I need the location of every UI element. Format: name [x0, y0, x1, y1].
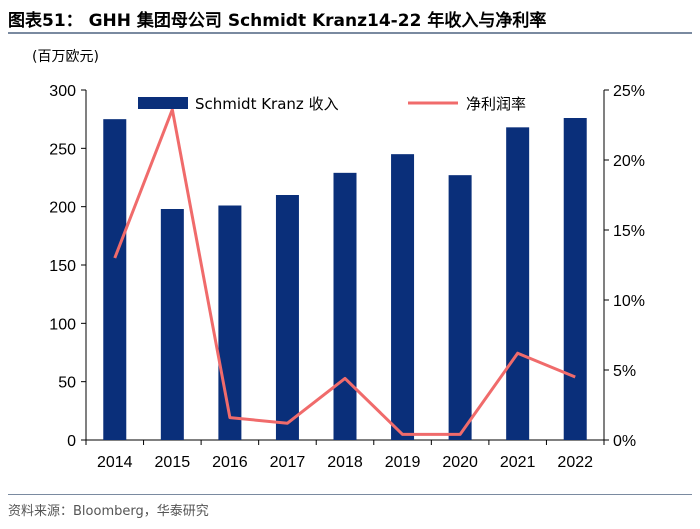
bar-revenue — [391, 154, 415, 440]
left-tick-label: 0 — [67, 433, 76, 450]
right-tick-label: 5% — [613, 363, 636, 380]
left-tick-label: 200 — [49, 200, 76, 217]
chart-title: 图表51： GHH 集团母公司 Schmidt Kranz14-22 年收入与净… — [8, 11, 547, 31]
x-tick-label: 2021 — [500, 454, 536, 471]
bar-revenue — [506, 127, 530, 440]
right-tick-label: 20% — [613, 153, 645, 170]
x-tick-label: 2014 — [97, 454, 133, 471]
bar-revenue — [333, 172, 357, 441]
legend-label-revenue: Schmidt Kranz 收入 — [195, 95, 339, 113]
left-tick-label: 150 — [49, 258, 76, 275]
x-tick-label: 2015 — [155, 454, 191, 471]
left-axis-unit: (百万欧元) — [32, 49, 99, 65]
legend-label-net-margin: 净利润率 — [466, 95, 526, 113]
bar-revenue — [563, 118, 587, 440]
source-divider — [8, 494, 692, 495]
x-tick-label: 2019 — [385, 454, 421, 471]
legend-swatch-revenue — [138, 97, 188, 109]
bar-revenue — [218, 205, 242, 440]
title-divider — [8, 32, 692, 34]
source-note: 资料来源：Bloomberg，华泰研究 — [8, 504, 209, 519]
bar-revenue — [275, 195, 299, 440]
right-tick-label: 25% — [613, 83, 645, 100]
left-tick-label: 50 — [58, 375, 76, 392]
x-tick-label: 2020 — [442, 454, 478, 471]
left-tick-label: 100 — [49, 316, 76, 333]
left-tick-label: 300 — [49, 83, 76, 100]
x-tick-label: 2022 — [557, 454, 593, 471]
bar-revenue — [448, 175, 472, 440]
right-tick-label: 10% — [613, 293, 645, 310]
bar-revenue — [103, 119, 127, 441]
x-tick-label: 2018 — [327, 454, 363, 471]
left-tick-label: 250 — [49, 141, 76, 158]
x-tick-label: 2017 — [270, 454, 306, 471]
bar-revenue — [160, 209, 184, 440]
right-tick-label: 15% — [613, 223, 645, 240]
x-tick-label: 2016 — [212, 454, 248, 471]
right-tick-label: 0% — [613, 433, 636, 450]
